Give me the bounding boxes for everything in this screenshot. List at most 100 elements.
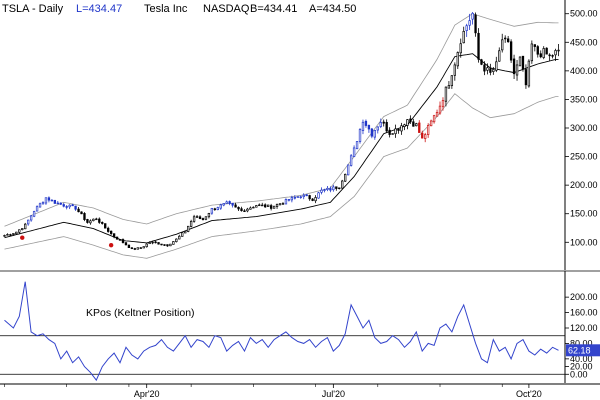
candle-body: [6, 234, 9, 236]
reversal-markers: [20, 235, 114, 248]
candle-body: [252, 206, 255, 209]
candle: [441, 97, 445, 111]
candle: [264, 203, 267, 208]
candle-body: [435, 112, 439, 117]
candle-body: [59, 202, 62, 205]
kpos-y-tick-label: 20.00: [570, 362, 593, 372]
candle: [412, 118, 415, 127]
candle: [136, 247, 139, 250]
candle-body: [548, 54, 551, 57]
candle: [302, 193, 305, 200]
candle: [121, 238, 125, 244]
candle: [471, 11, 474, 25]
candle-body: [388, 129, 391, 135]
candle: [195, 215, 199, 218]
candle: [347, 164, 350, 176]
candle: [92, 218, 95, 222]
candle-body: [62, 204, 65, 207]
candle: [198, 215, 202, 220]
price-y-tick-label: 150.00: [570, 209, 598, 219]
candle-body: [504, 37, 507, 40]
candle-body: [198, 216, 202, 219]
candle-body: [169, 243, 172, 247]
candle-body: [418, 122, 421, 133]
header-symbol: TSLA - Daily: [2, 3, 64, 15]
candle-body: [109, 230, 113, 234]
candle-body: [521, 55, 525, 70]
candle: [388, 127, 391, 138]
candle: [344, 173, 347, 182]
candle-body: [35, 206, 39, 212]
candle-body: [249, 207, 252, 210]
candle: [77, 207, 80, 213]
candle-body: [338, 187, 341, 190]
candle-body: [379, 122, 382, 127]
price-y-ticks: 100.00 150.00 200.00 250.00 300.00 350.00 400.…: [565, 9, 598, 247]
candle: [98, 217, 101, 224]
candle: [192, 214, 196, 223]
price-y-tick-label: 100.00: [570, 237, 598, 247]
candle-body: [284, 199, 288, 205]
candle-body: [246, 208, 249, 212]
candle: [326, 186, 329, 192]
candle-body: [216, 207, 219, 211]
candle: [86, 218, 89, 224]
candle: [234, 202, 237, 208]
candle-body: [225, 201, 228, 204]
candle: [219, 203, 222, 210]
time-axis-tick-label: Oct'20: [516, 389, 542, 399]
candle-body: [450, 75, 454, 87]
kpos-y-tick-label: 160.00: [570, 308, 598, 318]
candle-body: [474, 14, 477, 34]
candle: [320, 187, 323, 195]
candle: [281, 202, 285, 205]
candle: [189, 219, 193, 228]
candle: [459, 38, 462, 58]
candle: [355, 140, 359, 150]
candle: [506, 35, 510, 43]
candle: [311, 198, 314, 202]
candle-body: [551, 55, 554, 57]
candle-body: [157, 242, 160, 245]
candle-body: [95, 218, 98, 221]
kpos-y-tick-label: 80.00: [570, 338, 593, 348]
candle-body: [3, 235, 6, 237]
candle-body: [192, 216, 196, 222]
candle-body: [255, 205, 258, 208]
candle: [163, 244, 166, 246]
price-y-tick-label: 200.00: [570, 180, 598, 190]
candle: [530, 40, 534, 64]
candle: [74, 205, 77, 211]
candle-body: [554, 50, 557, 56]
kpos-last-value-badge: 62.18: [566, 344, 600, 357]
candle-body: [213, 208, 217, 210]
candle: [501, 33, 504, 53]
candle-body: [21, 228, 24, 231]
price-candles: [3, 11, 560, 251]
candle: [341, 179, 344, 189]
candle-body: [92, 218, 95, 222]
candle-body: [189, 220, 193, 227]
candle-body: [163, 244, 166, 246]
candle: [130, 247, 134, 250]
candle: [258, 203, 261, 207]
candle: [335, 186, 338, 191]
candle-body: [231, 202, 234, 206]
candle: [275, 203, 279, 209]
candle-body: [409, 118, 412, 123]
candle: [6, 233, 9, 236]
candle: [358, 128, 362, 144]
candle-body: [41, 202, 45, 205]
candle: [187, 225, 190, 233]
candle-body: [557, 49, 560, 52]
candle: [317, 191, 320, 199]
candle-body: [172, 241, 175, 245]
candle: [557, 44, 560, 57]
candle: [210, 207, 214, 215]
candle-body: [441, 100, 445, 107]
candle: [83, 212, 86, 222]
candle: [148, 241, 151, 245]
candle-body: [32, 211, 36, 217]
candle: [533, 44, 536, 52]
